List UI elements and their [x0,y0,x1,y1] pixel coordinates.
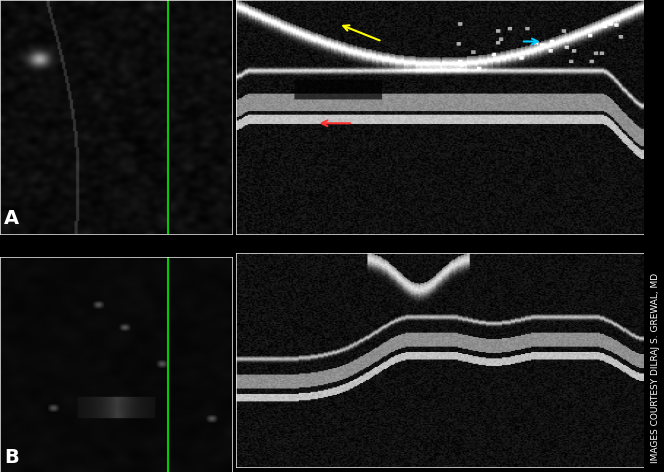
Text: A: A [4,210,19,228]
Text: IMAGES COURTESY DILRAJ S. GREWAL, MD: IMAGES COURTESY DILRAJ S. GREWAL, MD [651,272,660,463]
Text: B: B [4,448,19,467]
